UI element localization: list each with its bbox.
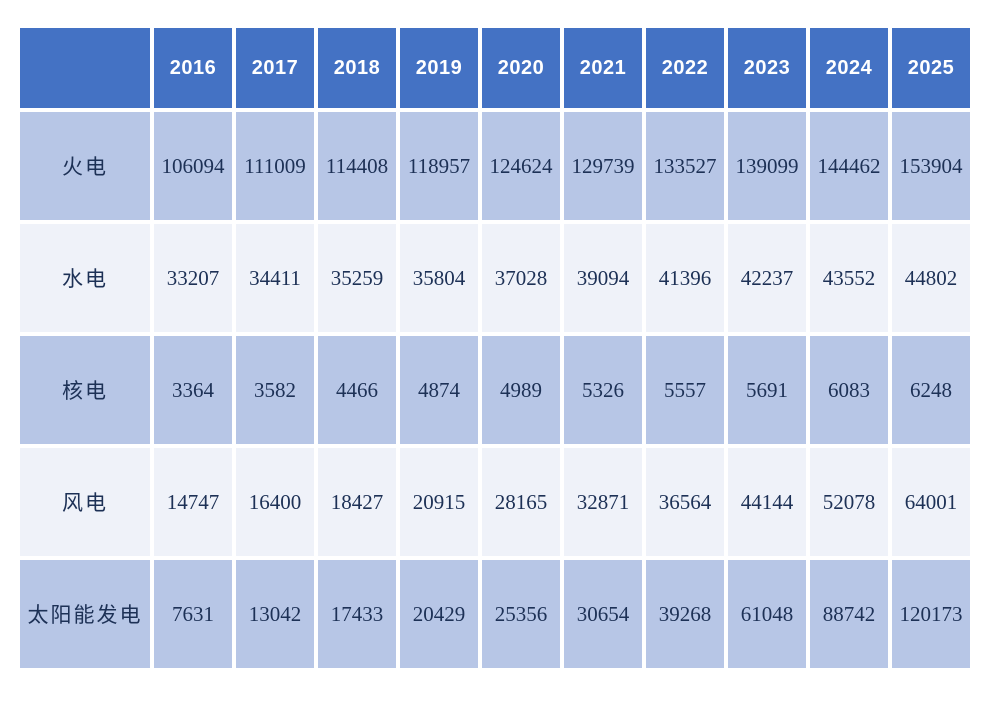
- row-label: 太阳能发电: [20, 560, 150, 668]
- data-cell: 36564: [646, 448, 724, 556]
- data-cell: 3582: [236, 336, 314, 444]
- year-header-2025: 2025: [892, 28, 970, 108]
- table-row: 水电 33207 34411 35259 35804 37028 39094 41396 422…: [20, 224, 970, 332]
- row-label: 水电: [20, 224, 150, 332]
- data-cell: 28165: [482, 448, 560, 556]
- data-cell: 25356: [482, 560, 560, 668]
- data-cell: 111009: [236, 112, 314, 220]
- data-cell: 32871: [564, 448, 642, 556]
- year-header-2019: 2019: [400, 28, 478, 108]
- data-cell: 33207: [154, 224, 232, 332]
- corner-cell: [20, 28, 150, 108]
- data-cell: 114408: [318, 112, 396, 220]
- data-cell: 153904: [892, 112, 970, 220]
- year-header-2023: 2023: [728, 28, 806, 108]
- data-cell: 139099: [728, 112, 806, 220]
- data-cell: 13042: [236, 560, 314, 668]
- table-row: 太阳能发电 7631 13042 17433 20429 25356 30654 39268 6…: [20, 560, 970, 668]
- data-cell: 118957: [400, 112, 478, 220]
- data-cell: 4466: [318, 336, 396, 444]
- data-cell: 35804: [400, 224, 478, 332]
- data-cell: 6248: [892, 336, 970, 444]
- data-cell: 44802: [892, 224, 970, 332]
- data-cell: 17433: [318, 560, 396, 668]
- data-cell: 144462: [810, 112, 888, 220]
- data-cell: 61048: [728, 560, 806, 668]
- data-cell: 20915: [400, 448, 478, 556]
- data-cell: 133527: [646, 112, 724, 220]
- table-body: 火电 106094 111009 114408 118957 124624 129739 13…: [20, 112, 970, 668]
- data-cell: 18427: [318, 448, 396, 556]
- year-header-2024: 2024: [810, 28, 888, 108]
- data-cell: 35259: [318, 224, 396, 332]
- year-header-2016: 2016: [154, 28, 232, 108]
- data-cell: 16400: [236, 448, 314, 556]
- row-label: 火电: [20, 112, 150, 220]
- data-cell: 4989: [482, 336, 560, 444]
- page: 2016 2017 2018 2019 2020 2021 2022 2023 2024 2025…: [0, 24, 996, 704]
- row-label: 核电: [20, 336, 150, 444]
- data-cell: 124624: [482, 112, 560, 220]
- data-cell: 64001: [892, 448, 970, 556]
- data-cell: 5557: [646, 336, 724, 444]
- data-cell: 6083: [810, 336, 888, 444]
- year-header-2022: 2022: [646, 28, 724, 108]
- data-cell: 52078: [810, 448, 888, 556]
- data-cell: 5691: [728, 336, 806, 444]
- data-cell: 44144: [728, 448, 806, 556]
- data-cell: 129739: [564, 112, 642, 220]
- row-label: 风电: [20, 448, 150, 556]
- year-header-2018: 2018: [318, 28, 396, 108]
- data-cell: 39094: [564, 224, 642, 332]
- data-cell: 43552: [810, 224, 888, 332]
- power-generation-table: 2016 2017 2018 2019 2020 2021 2022 2023 2024 2025…: [16, 24, 974, 672]
- data-cell: 42237: [728, 224, 806, 332]
- data-cell: 120173: [892, 560, 970, 668]
- data-cell: 88742: [810, 560, 888, 668]
- data-cell: 5326: [564, 336, 642, 444]
- data-cell: 14747: [154, 448, 232, 556]
- table-row: 核电 3364 3582 4466 4874 4989 5326 5557 5691 6083 62…: [20, 336, 970, 444]
- data-cell: 106094: [154, 112, 232, 220]
- data-cell: 34411: [236, 224, 314, 332]
- year-header-2021: 2021: [564, 28, 642, 108]
- table-row: 风电 14747 16400 18427 20915 28165 32871 36564 441…: [20, 448, 970, 556]
- year-header-2020: 2020: [482, 28, 560, 108]
- data-cell: 7631: [154, 560, 232, 668]
- data-cell: 3364: [154, 336, 232, 444]
- data-cell: 30654: [564, 560, 642, 668]
- data-cell: 39268: [646, 560, 724, 668]
- year-header-2017: 2017: [236, 28, 314, 108]
- data-cell: 20429: [400, 560, 478, 668]
- header-row: 2016 2017 2018 2019 2020 2021 2022 2023 2024 2025: [20, 28, 970, 108]
- data-cell: 41396: [646, 224, 724, 332]
- table-row: 火电 106094 111009 114408 118957 124624 129739 13…: [20, 112, 970, 220]
- data-cell: 4874: [400, 336, 478, 444]
- data-cell: 37028: [482, 224, 560, 332]
